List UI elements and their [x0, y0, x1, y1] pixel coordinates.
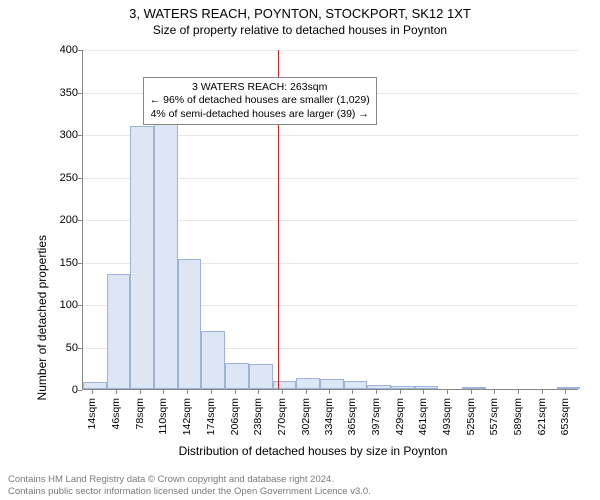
x-tick: [471, 390, 472, 394]
y-tick: [78, 220, 82, 221]
x-tick: [565, 390, 566, 394]
x-tick: [235, 390, 236, 394]
x-tick-label: 621sqm: [536, 398, 548, 435]
chart-area: Number of detached properties 3 WATERS R…: [48, 50, 578, 420]
x-tick-label: 557sqm: [488, 398, 500, 435]
x-tick-label: 302sqm: [300, 398, 312, 435]
histogram-bar: [130, 126, 154, 390]
y-axis-label: Number of detached properties: [35, 235, 49, 400]
x-tick-label: 429sqm: [394, 398, 406, 435]
x-tick: [542, 390, 543, 394]
histogram-bar: [178, 259, 202, 389]
y-tick-label: 300: [50, 129, 78, 141]
x-tick: [352, 390, 353, 394]
x-tick-label: 142sqm: [181, 398, 193, 435]
histogram-bar: [367, 385, 391, 389]
x-tick: [306, 390, 307, 394]
y-tick-label: 400: [50, 44, 78, 56]
chart-title: 3, WATERS REACH, POYNTON, STOCKPORT, SK1…: [0, 0, 600, 21]
x-tick-label: 14sqm: [86, 398, 98, 430]
x-tick: [282, 390, 283, 394]
y-tick-label: 50: [50, 342, 78, 354]
histogram-bar: [201, 331, 225, 389]
x-tick-label: 78sqm: [134, 398, 146, 430]
histogram-bar: [154, 120, 178, 389]
y-tick: [78, 93, 82, 94]
x-tick-label: 365sqm: [346, 398, 358, 435]
x-tick: [187, 390, 188, 394]
annotation-line: 4% of semi-detached houses are larger (3…: [150, 108, 370, 121]
x-tick: [423, 390, 424, 394]
histogram-bar: [107, 274, 131, 389]
y-tick: [78, 50, 82, 51]
histogram-bar: [344, 381, 368, 389]
plot-area: 3 WATERS REACH: 263sqm← 96% of detached …: [82, 50, 578, 390]
x-tick: [494, 390, 495, 394]
histogram-bar: [296, 378, 320, 389]
footer-line-2: Contains public sector information licen…: [8, 486, 592, 497]
y-tick-label: 150: [50, 257, 78, 269]
x-tick: [140, 390, 141, 394]
y-tick-label: 0: [50, 384, 78, 396]
y-tick: [78, 348, 82, 349]
x-tick-label: 270sqm: [276, 398, 288, 435]
y-tick-label: 350: [50, 87, 78, 99]
x-tick: [211, 390, 212, 394]
annotation-box: 3 WATERS REACH: 263sqm← 96% of detached …: [143, 77, 377, 124]
x-tick-label: 110sqm: [157, 398, 169, 435]
x-tick: [163, 390, 164, 394]
x-tick: [92, 390, 93, 394]
y-tick-label: 100: [50, 299, 78, 311]
annotation-line: ← 96% of detached houses are smaller (1,…: [150, 94, 370, 107]
x-tick: [376, 390, 377, 394]
annotation-line: 3 WATERS REACH: 263sqm: [150, 81, 370, 94]
x-tick-label: 174sqm: [205, 398, 217, 435]
x-tick-label: 238sqm: [252, 398, 264, 435]
x-tick: [400, 390, 401, 394]
footer-line-1: Contains HM Land Registry data © Crown c…: [8, 474, 592, 485]
x-tick-label: 653sqm: [559, 398, 571, 435]
histogram-bar: [83, 382, 107, 389]
x-tick-label: 589sqm: [512, 398, 524, 435]
x-tick-label: 461sqm: [417, 398, 429, 435]
footer-attribution: Contains HM Land Registry data © Crown c…: [8, 474, 592, 497]
y-tick-label: 200: [50, 214, 78, 226]
x-tick: [116, 390, 117, 394]
histogram-bar: [415, 386, 439, 389]
y-tick: [78, 263, 82, 264]
x-tick-label: 397sqm: [370, 398, 382, 435]
x-tick-label: 334sqm: [323, 398, 335, 435]
x-tick-label: 493sqm: [441, 398, 453, 435]
x-tick-label: 46sqm: [110, 398, 122, 430]
histogram-bar: [462, 387, 486, 389]
x-tick-label: 525sqm: [465, 398, 477, 435]
chart-subtitle: Size of property relative to detached ho…: [0, 21, 600, 41]
histogram-bar: [391, 386, 415, 389]
y-tick: [78, 390, 82, 391]
histogram-bar: [273, 381, 297, 389]
x-axis-label: Distribution of detached houses by size …: [48, 444, 578, 458]
y-tick-label: 250: [50, 172, 78, 184]
x-tick: [518, 390, 519, 394]
x-tick: [447, 390, 448, 394]
histogram-bar: [320, 379, 344, 389]
x-tick: [258, 390, 259, 394]
y-tick: [78, 135, 82, 136]
x-tick-label: 206sqm: [229, 398, 241, 435]
histogram-bar: [557, 387, 581, 389]
histogram-bar: [249, 364, 273, 390]
gridline: [83, 50, 578, 51]
histogram-bar: [225, 363, 249, 389]
y-tick: [78, 305, 82, 306]
x-tick: [329, 390, 330, 394]
y-tick: [78, 178, 82, 179]
